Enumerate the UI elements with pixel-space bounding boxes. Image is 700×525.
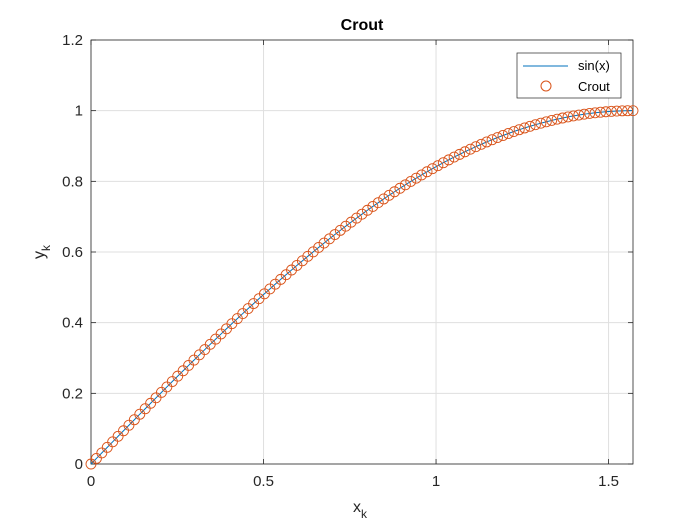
crout-point-72 [475,138,487,150]
crout-point-45 [329,229,341,240]
legend-label-crout: Crout [578,79,610,94]
legend-marker-crout [540,80,552,92]
grid [90,39,633,465]
x-axis-label-main: x [353,499,361,516]
y-tick-label-5: 1 [75,103,83,120]
crout-point-90 [573,109,585,121]
crout-point-57 [394,182,406,194]
crout-point-87 [557,112,568,124]
crout-point-75 [492,132,503,144]
y-tick-label-4: 0.8 [62,173,83,190]
crout-point-98 [616,105,628,117]
crout-point-81 [524,120,536,132]
crout-point-64 [432,160,444,172]
y-axis-label-subscript: k [39,244,53,251]
crout-point-73 [481,136,493,148]
crout-point-61 [416,169,428,181]
x-tick-label-0: 0 [87,473,95,490]
plot-data [85,105,639,470]
crout-point-88 [562,111,574,123]
crout-point-48 [345,216,357,228]
crout-point-80 [519,122,531,134]
crout-point-91 [578,108,590,120]
crout-point-54 [378,193,390,205]
y-tick-label-2: 0.4 [62,315,83,332]
crout-point-49 [351,212,363,224]
crout-point-78 [508,126,520,138]
legend-box [516,52,622,99]
crout-point-60 [410,172,422,184]
crout-point-53 [372,197,384,209]
crout-point-71 [470,141,482,153]
crout-point-69 [459,146,471,158]
crout-point-85 [546,114,558,126]
crout-point-62 [421,166,433,178]
crout-point-99 [622,105,634,117]
crout-point-92 [584,107,596,119]
crout-point-79 [513,124,525,136]
crout-point-59 [405,175,417,187]
crout-point-89 [567,110,579,122]
crout-point-94 [595,106,606,118]
crout-point-100 [627,105,639,117]
legend-label-sin: sin(x) [578,58,610,73]
crout-point-86 [551,113,563,125]
y-tick-label-6: 1.2 [62,32,83,49]
crout-point-63 [427,163,438,175]
legend: sin(x) Crout [516,52,622,99]
x-axis-label: xk [353,499,368,521]
crout-point-55 [383,189,395,201]
crout-point-51 [361,204,373,216]
crout-point-67 [448,151,460,163]
crout-point-77 [502,128,514,139]
y-axis-label: yk [31,244,53,259]
x-tick-label-1: 0.5 [253,473,274,490]
y-tick-label-3: 0.6 [62,244,83,261]
crout-point-56 [389,186,400,198]
crout-point-76 [497,130,509,141]
crout-point-41 [307,246,319,258]
crout-point-97 [611,105,623,117]
crout-point-68 [454,148,466,160]
y-tick-label-1: 0.2 [62,385,83,402]
crout-point-70 [464,143,476,155]
crout-point-42 [313,241,325,253]
crout-point-82 [529,119,541,131]
crout-point-96 [605,105,617,117]
crout-point-43 [318,237,330,249]
crout-point-50 [356,208,368,220]
y-axis-label-main: y [31,251,48,259]
x-axis-label-subscript: k [361,507,368,521]
crout-point-52 [367,200,379,212]
crout-point-44 [324,233,335,245]
ticks: 0 0.5 1 1.5 0 0.2 0.4 0.6 0.8 1 1.2 [62,32,633,490]
crout-point-83 [535,117,547,129]
crout-point-65 [437,157,449,169]
x-tick-label-2: 1 [432,473,440,490]
crout-point-95 [600,106,612,118]
crout-point-66 [443,154,455,166]
crout-point-84 [540,116,552,128]
crout-point-58 [399,179,411,191]
crout-point-47 [340,220,352,232]
crout-point-93 [589,107,601,119]
y-tick-label-0: 0 [75,456,83,473]
x-tick-label-3: 1.5 [598,473,619,490]
chart-title: Crout [341,17,384,34]
crout-point-74 [486,134,498,146]
crout-point-46 [334,224,346,236]
